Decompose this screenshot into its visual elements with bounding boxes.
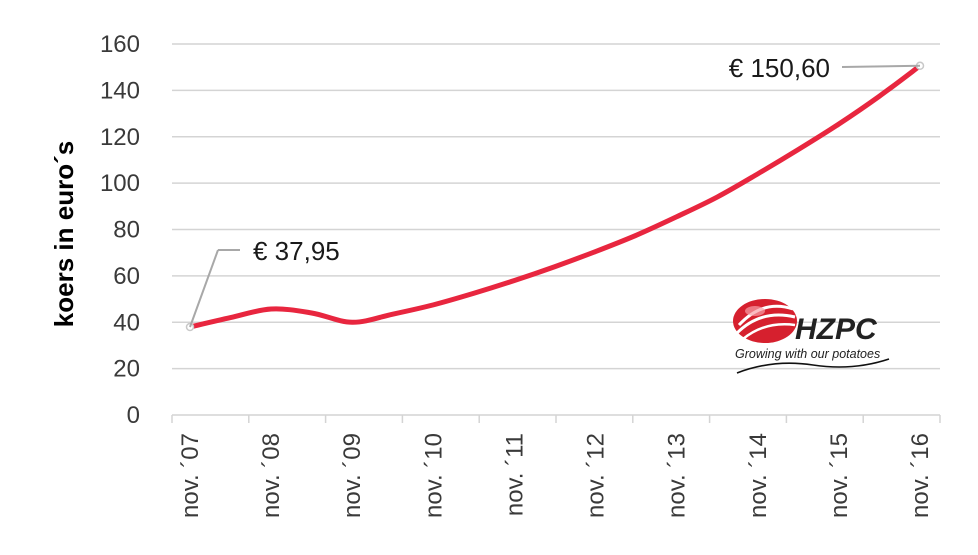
y-tick-label: 0 [127,402,140,429]
annotation-leader [841,64,921,68]
y-axis-label: koers in euro´s [49,141,79,327]
annotations: € 37,95 € 150,60 [189,53,921,328]
x-tick-label: nov. ´11 [501,433,528,516]
x-tick-label: nov. ´12 [583,433,610,518]
annotation-leader [189,249,219,328]
y-tick-label: 20 [113,356,140,383]
y-tick-label: 140 [100,77,140,104]
annotation-label: € 37,95 [253,236,340,266]
gridlines [172,43,940,416]
y-tick-label: 100 [100,170,140,197]
y-tick-label: 120 [100,124,140,151]
x-tick-label: nov. ´07 [177,433,204,518]
series-line-0 [187,63,923,330]
logo-name: HZPC [795,313,878,346]
logo-swoosh-icon [736,358,890,374]
annotation-label: € 150,60 [729,53,830,83]
y-tick-label: 160 [100,31,140,58]
logo-mark-icon [733,299,797,343]
x-tick-label: nov. ´13 [664,433,691,518]
x-tick-label: nov. ´09 [339,433,366,518]
axes: 0 20 40 60 80 100 120 140 160 nov. ´07 nov. ´08 nov… [100,31,941,518]
logo-tagline: Growing with our potatoes [735,347,880,361]
x-tick-label: nov. ´16 [907,433,934,518]
hzpc-logo: HZPC Growing with our potatoes [733,299,890,374]
y-tick-label: 80 [113,217,140,244]
y-tick-label: 60 [113,263,140,290]
y-tick-label: 40 [113,309,140,336]
x-tick-label: nov. ´15 [826,433,853,518]
x-tick-label: nov. ´10 [420,433,447,518]
x-tick-label: nov. ´08 [258,433,285,518]
x-tick-label: nov. ´14 [745,433,772,518]
